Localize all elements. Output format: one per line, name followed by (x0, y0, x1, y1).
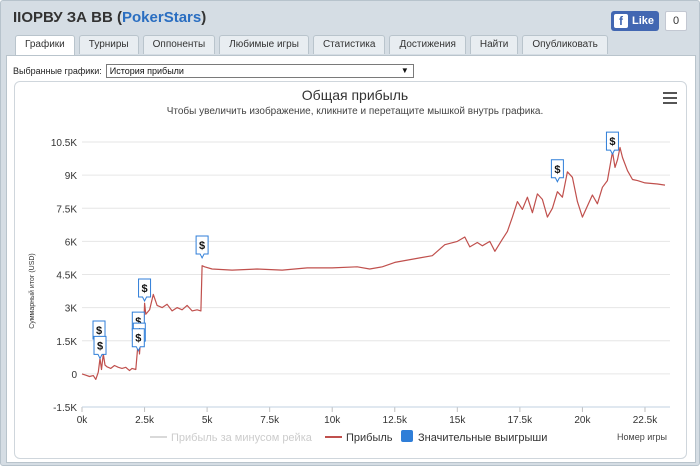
facebook-like-widget: f Like 0 (611, 11, 688, 31)
big-win-flag (605, 131, 619, 156)
player-title: IIОРВУ ЗА ВВ (PokerStars) (13, 9, 207, 26)
tab-bar: Графики Турниры Оппоненты Любимые игры С… (15, 35, 612, 55)
dollar-icon: $ (135, 333, 141, 345)
tab-tournaments[interactable]: Турниры (78, 35, 139, 54)
tab-graphs[interactable]: Графики (15, 35, 75, 55)
chart-svg: Общая прибыль Чтобы увеличить изображени… (28, 87, 677, 444)
tab-publish[interactable]: Опубликовать (522, 35, 608, 54)
tab-statistics[interactable]: Статистика (312, 35, 386, 54)
y-tick-label: 9K (65, 171, 78, 182)
chart-selector-row: Выбранные графики: История прибыли ▼ (13, 64, 414, 78)
big-win-marker: $ (195, 235, 209, 260)
tab-find[interactable]: Найти (469, 35, 519, 54)
y-tick-label: 7.5K (56, 204, 77, 215)
profit-chart[interactable]: Общая прибыль Чтобы увеличить изображени… (14, 81, 687, 459)
legend-swatch-big-wins (401, 430, 413, 442)
big-win-marker: $ (93, 335, 107, 360)
site-link[interactable]: PokerStars (122, 9, 202, 26)
x-tick-label: 15k (449, 415, 466, 426)
big-win-marker: $ (138, 278, 152, 303)
big-win-marker: $ (605, 131, 619, 156)
big-win-flag (93, 335, 107, 360)
y-tick-label: 3K (65, 304, 78, 315)
x-tick-label: 10k (324, 415, 341, 426)
header: IIОРВУ ЗА ВВ (PokerStars) f Like 0 (1, 1, 700, 35)
markers-layer: $$$$$$$$$ (92, 131, 619, 360)
facebook-like-button[interactable]: f Like (611, 11, 660, 31)
y-tick-label: 10.5K (51, 138, 77, 149)
chart-selector-value: История прибыли (109, 66, 184, 76)
tab-favorite-games[interactable]: Любимые игры (219, 35, 309, 54)
player-name: IIОРВУ ЗА ВВ (13, 9, 113, 26)
big-win-flag (138, 278, 152, 303)
big-win-marker: $ (550, 159, 564, 183)
y-tick-label: 4.5K (56, 271, 77, 282)
y-tick-labels: -1.5K 0 1.5K 3K 4.5K 6K 7.5K 9K 10.5K (51, 138, 78, 414)
legend: Прибыль за минусом рейка Прибыль Значите… (150, 430, 547, 444)
x-tick-label: 12.5k (383, 415, 408, 426)
tab-opponents[interactable]: Оппоненты (142, 35, 216, 54)
y-tick-label: 6K (65, 237, 78, 248)
profit-series-line (81, 146, 666, 380)
y-tick-label: 1.5K (56, 337, 77, 348)
dollar-icon: $ (609, 136, 615, 148)
x-tick-label: 5k (202, 415, 214, 426)
big-win-flag (550, 159, 564, 183)
x-tick-label: 2.5k (135, 415, 155, 426)
dollar-icon: $ (135, 316, 141, 328)
x-tick-labels: 0k 2.5k 5k 7.5k 10k 12.5k 15k 17.5k 20k 22.5k (77, 406, 670, 426)
x-axis-label: Номер игры (617, 432, 667, 442)
dollar-icon: $ (141, 283, 147, 295)
grid-lines (82, 141, 670, 408)
x-tick-label: 7.5k (260, 415, 280, 426)
chart-subtitle: Чтобы увеличить изображение, кликните и … (167, 105, 544, 117)
dollar-icon: $ (96, 325, 102, 337)
legend-item-big-wins[interactable]: Значительные выигрыши (418, 432, 547, 444)
big-win-marker: $ (131, 328, 145, 352)
big-win-flag (131, 328, 145, 352)
y-tick-label: 0 (71, 370, 77, 381)
x-tick-label: 22.5k (633, 415, 658, 426)
series-layer (81, 146, 666, 380)
facebook-icon: f (614, 14, 628, 28)
legend-item-net[interactable]: Прибыль за минусом рейка (171, 432, 313, 444)
chart-selector-dropdown[interactable]: История прибыли ▼ (105, 64, 414, 78)
graphs-panel: Выбранные графики: История прибыли ▼ Общ… (6, 55, 696, 463)
x-tick-label: 17.5k (508, 415, 533, 426)
x-tick-label: 0k (77, 415, 89, 426)
tab-achievements[interactable]: Достижения (389, 35, 466, 54)
dollar-icon: $ (554, 164, 560, 176)
facebook-like-count: 0 (665, 11, 688, 31)
y-tick-label: -1.5K (53, 403, 77, 414)
y-axis-label: Суммарный итог (USD) (28, 253, 36, 329)
dollar-icon: $ (97, 340, 103, 352)
menu-icon[interactable] (663, 92, 677, 104)
chart-title: Общая прибыль (302, 87, 408, 103)
big-win-flag (195, 235, 209, 260)
dropdown-arrow-icon: ▼ (400, 66, 409, 75)
chart-selector-label: Выбранные графики: (13, 66, 102, 76)
dollar-icon: $ (199, 240, 205, 252)
legend-item-profit[interactable]: Прибыль (346, 432, 393, 444)
x-tick-label: 20k (574, 415, 591, 426)
facebook-like-label: Like (632, 15, 655, 27)
